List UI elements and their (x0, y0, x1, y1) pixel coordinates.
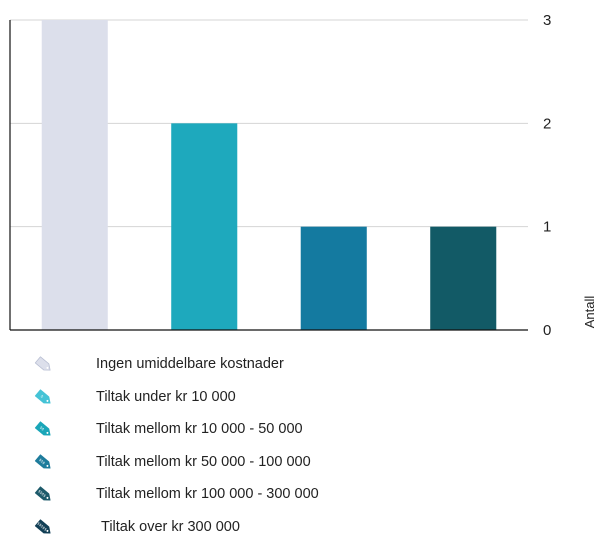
price-tag-text: $ (40, 394, 44, 399)
bar (41, 20, 108, 330)
legend-item: $$$$$ Tiltak over kr 300 000 (0, 516, 595, 540)
legend-label: Tiltak mellom kr 10 000 - 50 000 (96, 421, 303, 438)
legend-item: $$$$ Tiltak mellom kr 100 000 - 300 000 (0, 483, 595, 507)
price-tag-icon: $$ (34, 421, 51, 436)
price-tag-icon: $$$$ (34, 486, 51, 501)
price-tag-text: $$$$$ (36, 521, 47, 531)
price-tag-text: $$$ (38, 458, 46, 465)
price-tag-icon (34, 356, 51, 371)
legend-label: Tiltak mellom kr 100 000 - 300 000 (96, 486, 319, 503)
legend-item: $$$ Tiltak mellom kr 50 000 - 100 000 (0, 451, 595, 475)
y-tick-label: 1 (543, 219, 551, 236)
price-tag-icon: $ (34, 388, 51, 404)
bar-chart: 0 1 2 3 Antall (9, 12, 595, 339)
y-tick-label: 3 (543, 12, 551, 29)
price-tag-icon: $$$$$ (34, 519, 51, 534)
y-tick-label: 2 (543, 115, 551, 132)
legend-label: Tiltak under kr 10 000 (96, 388, 236, 405)
bar (171, 123, 238, 330)
legend-item: $ Tiltak under kr 10 000 (0, 386, 595, 410)
price-tag-text: $$ (39, 426, 45, 432)
legend-item: Ingen umiddelbare kostnader (0, 353, 595, 377)
y-axis-label: Antall (582, 296, 595, 329)
bars (41, 20, 497, 330)
legend-label: Tiltak mellom kr 50 000 - 100 000 (96, 453, 311, 470)
y-tick-label: 0 (543, 322, 551, 339)
legend-label: Tiltak over kr 300 000 (101, 519, 240, 535)
bar (300, 226, 367, 330)
price-tag-icon: $$$ (34, 454, 51, 469)
bar (430, 226, 497, 330)
legend-label: Ingen umiddelbare kostnader (96, 356, 284, 372)
price-tag-text: $$$$ (37, 490, 47, 499)
legend-item: $$ Tiltak mellom kr 10 000 - 50 000 (0, 418, 595, 442)
y-tick-labels: 0 1 2 3 (543, 12, 551, 339)
